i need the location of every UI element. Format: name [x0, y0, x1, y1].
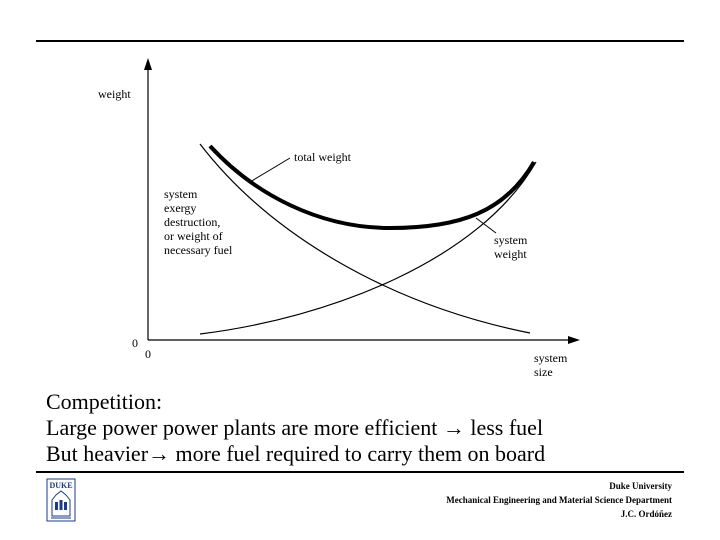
- footer-university: Duke University: [609, 481, 672, 491]
- total-weight-leader: [249, 157, 291, 183]
- total-weight-curve: [208, 144, 536, 231]
- footer-department: Mechanical Engineering and Material Scie…: [446, 495, 672, 505]
- fuel-label-line2: exergy: [164, 201, 196, 215]
- fuel-label-line5: necessary fuel: [164, 243, 233, 257]
- bottom-rule: [36, 471, 684, 473]
- origin-y-label: 0: [132, 336, 138, 350]
- fuel-label-line4: or weight of: [164, 229, 223, 243]
- y-axis-arrow: [144, 58, 152, 70]
- x-axis-label-line2: size: [534, 365, 553, 379]
- duke-logo-icon: DUKE: [46, 478, 76, 522]
- weight-statement: But heavier→ more fuel required to carry…: [46, 441, 546, 466]
- competition-heading: Competition:: [46, 389, 163, 414]
- system-weight-label-line1: system: [494, 233, 528, 247]
- fuel-label-line3: destruction,: [164, 215, 220, 229]
- system-weight-curve: [199, 161, 537, 335]
- total-weight-label: total weight: [294, 150, 352, 164]
- system-weight-leader: [475, 217, 497, 234]
- logo-text: DUKE: [49, 481, 72, 490]
- top-rule: [36, 40, 684, 42]
- x-axis-arrow: [568, 336, 580, 344]
- system-weight-label-line2: weight: [494, 247, 527, 261]
- footer-author: J.C. Ordóñez: [620, 509, 672, 519]
- fuel-weight-curve: [199, 143, 531, 334]
- efficiency-statement: Large power power plants are more effici…: [46, 415, 544, 440]
- footer-credits: Duke University Mechanical Engineering a…: [446, 479, 672, 521]
- x-axis-label-line1: system: [534, 351, 568, 365]
- origin-x-label: 0: [145, 347, 151, 361]
- fuel-label-line1: system: [164, 187, 198, 201]
- competition-text: Competition: Large power power plants ar…: [46, 389, 686, 467]
- y-axis-label: weight: [98, 87, 131, 101]
